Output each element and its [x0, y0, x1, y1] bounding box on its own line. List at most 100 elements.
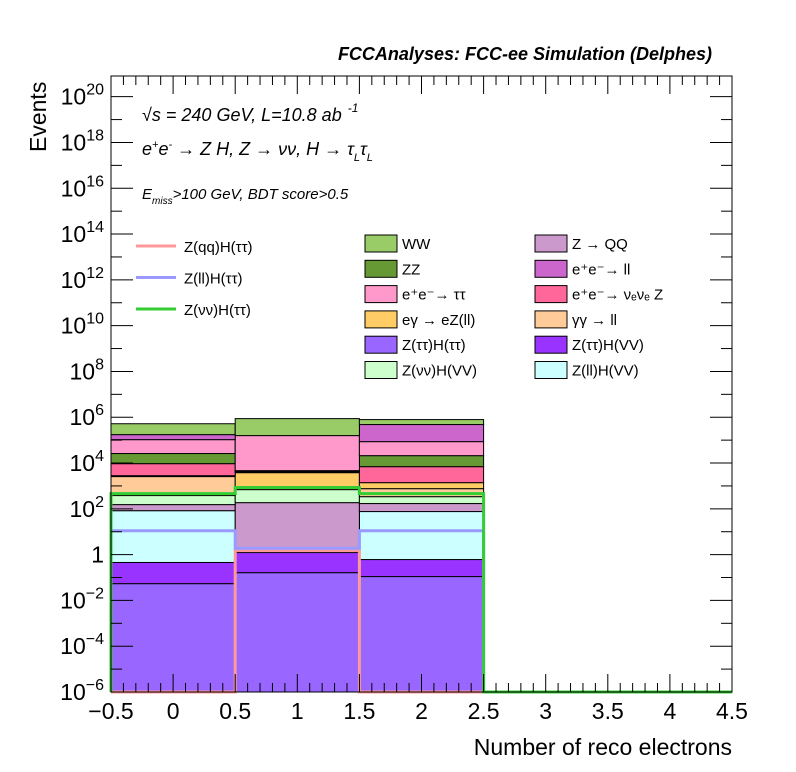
y-tick-label: 1020	[61, 82, 104, 110]
x-tick-label: 3	[539, 698, 552, 724]
bar-z-h-bin1	[234, 572, 360, 693]
x-tick-label: 3.5	[592, 698, 624, 724]
bar-e-e-bin1	[234, 435, 360, 472]
legend-color-swatch	[534, 259, 568, 278]
legend-label: e⁺e⁻→ ll	[572, 261, 630, 278]
bar-z-qq-bin0	[110, 504, 236, 512]
legend-item-zz: ZZ	[364, 259, 420, 278]
legend-label: Z(νν)H(VV)	[402, 363, 477, 380]
lumi-exponent: -1	[348, 101, 359, 115]
legend-item-e-e-ll: e⁺e⁻→ ll	[534, 259, 630, 278]
x-axis-label: Number of reco electrons	[474, 734, 732, 760]
legend-label: Z(ll)H(ττ)	[184, 271, 243, 288]
x-tick-label: 0.5	[219, 698, 251, 724]
legend-item-z-h-vv: Z(νν)H(VV)	[364, 361, 477, 380]
bar-e-e-bin2	[358, 441, 485, 457]
energy-lumi-text: = 240 GeV, L=10.8 ab	[161, 105, 342, 125]
y-tick-label: 1	[91, 542, 104, 568]
legend-item-z-ll-h-vv: Z(ll)H(VV)	[534, 361, 639, 380]
legend-item-z-h: Z(νν)H(ττ)	[136, 302, 251, 319]
bar-z-qq-bin1	[234, 502, 360, 553]
sqrt-symbol: √	[142, 105, 152, 125]
legend-item-e-e-z: e⁺e⁻→ νₑνₑ Z	[534, 285, 663, 304]
legend-label: Z(ττ)H(VV)	[572, 337, 644, 354]
y-tick-label: 1016	[61, 173, 104, 201]
legend-color-swatch	[534, 335, 568, 354]
legend-label: γγ → ll	[572, 312, 617, 329]
bar-z-qq-bin2	[358, 503, 485, 513]
y-tick-label: 10−6	[60, 677, 104, 705]
x-tick-label: 4.5	[716, 698, 748, 724]
bar-e-ez-ll-bin2	[358, 482, 485, 490]
bar-z-h-vv-bin2	[358, 559, 485, 578]
y-tick-label: 10−2	[60, 585, 104, 613]
bar-e-e-z-bin0	[110, 463, 236, 477]
bar-ww-bin2	[358, 419, 485, 426]
chart-title: FCCAnalyses: FCC-ee Simulation (Delphes)	[338, 44, 712, 64]
legend-color-swatch	[534, 234, 568, 253]
y-tick-label: 1012	[61, 265, 104, 293]
legend-item-z-qq: Z → QQ	[534, 234, 628, 253]
y-tick-label: 102	[70, 494, 105, 522]
annotation-selection: Emiss>100 GeV, BDT score>0.5	[142, 186, 349, 207]
x-tick-label: 1.5	[343, 698, 375, 724]
y-axis-label: Events	[25, 82, 51, 152]
x-tick-label: 2.5	[468, 698, 500, 724]
x-tick-labels: −0.5 0 0.5 1 1.5 2 2.5 3 3.5 4 4.5	[88, 698, 748, 724]
x-tick-label: −0.5	[88, 698, 133, 724]
legend-color-swatch	[364, 259, 398, 278]
stacked-histogram	[110, 418, 485, 693]
legend-color-swatch	[534, 361, 568, 379]
annotation-energy-lumi: √s = 240 GeV, L=10.8 ab -1	[142, 101, 358, 125]
bar-z-h-vv-bin0	[110, 561, 236, 585]
bar-z-h-bin0	[110, 583, 236, 693]
sqrt-s: s	[152, 105, 161, 125]
legend-item-e-e: e⁺e⁻→ ττ	[364, 285, 466, 304]
legend-color-swatch	[364, 335, 398, 354]
bar-e-e-ll-bin2	[358, 424, 485, 443]
y-tick-label: 104	[70, 448, 105, 476]
x-tick-label: 0	[167, 698, 180, 724]
y-tick-label: 10−4	[60, 631, 104, 659]
svg-text:√s = 240 GeV, L=10.8 ab-1: √s = 240 GeV, L=10.8 ab -1	[142, 101, 358, 125]
legend-color-swatch	[364, 361, 398, 379]
legend-label: Z → QQ	[572, 236, 628, 253]
y-tick-label: 108	[70, 356, 105, 384]
legend-backgrounds: WW ZZ e⁺e⁻→ ττ eγ → eZ(ll) Z(ττ)H(ττ) Z(νν)H(…	[364, 234, 663, 380]
legend-label: Z(νν)H(ττ)	[184, 302, 251, 319]
legend-item-z-h-vv: Z(ττ)H(VV)	[534, 335, 644, 354]
legend-color-swatch	[534, 285, 568, 304]
legend-item-ll: γγ → ll	[534, 310, 617, 329]
bar-z-ll-h-vv-bin0	[110, 510, 236, 563]
bar-e-e-z-bin2	[358, 466, 485, 484]
legend-item-e-ez-ll: eγ → eZ(ll)	[364, 310, 475, 329]
bar-zz-bin0	[110, 453, 236, 465]
legend-signals: Z(qq)H(ττ) Z(ll)H(ττ) Z(νν)H(ττ)	[136, 239, 253, 319]
axis-ticks	[110, 76, 733, 693]
bar-z-h-vv-bin0	[110, 495, 236, 506]
legend-label: WW	[402, 236, 431, 253]
legend-label: e⁺e⁻→ ττ	[402, 287, 466, 304]
legend-color-swatch	[364, 234, 398, 253]
y-tick-label: 1014	[61, 219, 104, 247]
legend-label: e⁺e⁻→ νₑνₑ Z	[572, 287, 663, 304]
bar-z-h-vv-bin1	[234, 552, 360, 574]
y-tick-label: 1018	[61, 127, 104, 155]
bar-z-ll-h-vv-bin2	[358, 511, 485, 561]
y-tick-label: 1010	[61, 311, 104, 339]
legend-color-swatch	[364, 285, 398, 304]
svg-text:Emiss>100 GeV, BDT score>0.5: Emiss>100 GeV, BDT score>0.5	[142, 186, 349, 207]
annotation-process: e+e- → Z H, Z → νν, H → τLτL	[142, 139, 373, 164]
y-tick-label: 106	[70, 402, 105, 430]
x-tick-label: 4	[664, 698, 677, 724]
legend-item-z-qq-h: Z(qq)H(ττ)	[136, 239, 253, 256]
svg-text:e+e- → Z H, Z → νν, H → τLτL: e+e- → Z H, Z → νν, H → τLτL	[142, 139, 373, 164]
bar-ww-bin0	[110, 423, 236, 436]
bar-z-h-vv-bin2	[358, 496, 485, 505]
legend-color-swatch	[534, 310, 568, 329]
x-tick-label: 1	[291, 698, 304, 724]
bar-z-h-vv-bin1	[234, 489, 360, 504]
legend-item-ww: WW	[364, 234, 431, 253]
legend-label: ZZ	[402, 261, 420, 278]
